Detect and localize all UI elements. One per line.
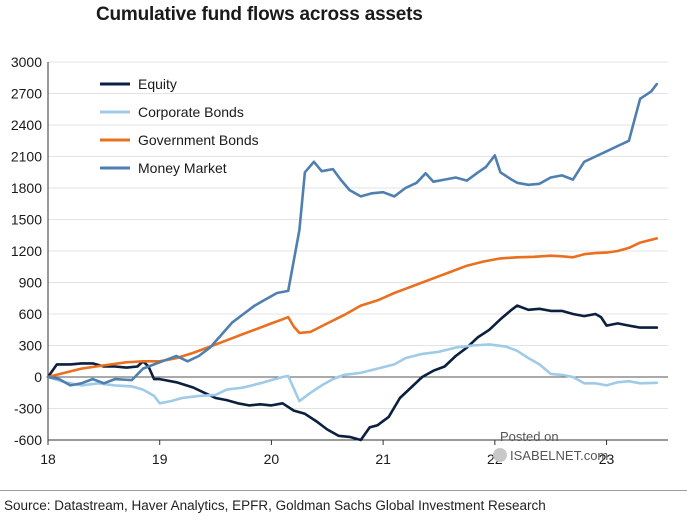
- y-tick-label: -600: [14, 432, 42, 448]
- y-tick-label: 2400: [11, 117, 42, 133]
- series-lines: [46, 82, 659, 442]
- x-tick-label: 21: [375, 451, 391, 467]
- series-line-equity: [46, 304, 659, 442]
- watermark-globe-icon: [493, 448, 507, 462]
- legend: Equity Corporate Bonds Government Bonds Mon…: [100, 76, 259, 176]
- y-tick-label: -300: [14, 401, 42, 417]
- x-tick-label: 20: [264, 451, 280, 467]
- y-tick-label: 1800: [11, 180, 42, 196]
- source-note: Source: Datastream, Haver Analytics, EPF…: [4, 498, 546, 513]
- y-tick-label: 1200: [11, 243, 42, 259]
- series-line-money-market: [46, 82, 659, 387]
- legend-label-corporate-bonds: Corporate Bonds: [138, 104, 244, 120]
- source-divider: [0, 490, 687, 491]
- x-tick-label: 18: [40, 451, 56, 467]
- y-tick-label: 900: [19, 275, 43, 291]
- chart-title: Cumulative fund flows across assets: [96, 4, 423, 25]
- y-tick-label: 2700: [11, 86, 42, 102]
- series-line-corporate-bonds: [46, 343, 659, 405]
- x-tick-label: 23: [599, 451, 615, 467]
- watermark-line2: ISABELNET.com: [510, 448, 608, 463]
- x-tick-label: 19: [152, 451, 168, 467]
- y-tick-label: 2100: [11, 149, 42, 165]
- y-tick-label: 3000: [11, 54, 42, 70]
- series-line-government-bonds: [46, 237, 659, 379]
- y-tick-label: 300: [19, 338, 43, 354]
- watermark-line1: Posted on: [500, 429, 559, 444]
- watermark: Posted on ISABELNET.com: [493, 429, 608, 463]
- y-tick-label: 0: [34, 369, 42, 385]
- legend-label-government-bonds: Government Bonds: [138, 132, 259, 148]
- y-axis-ticks: -600 -300 0 300 600 900 1200 1500 1800 2100 2400 27…: [11, 54, 42, 448]
- y-tick-label: 600: [19, 306, 43, 322]
- y-tick-label: 1500: [11, 212, 42, 228]
- legend-label-money-market: Money Market: [138, 160, 227, 176]
- legend-label-equity: Equity: [138, 76, 177, 92]
